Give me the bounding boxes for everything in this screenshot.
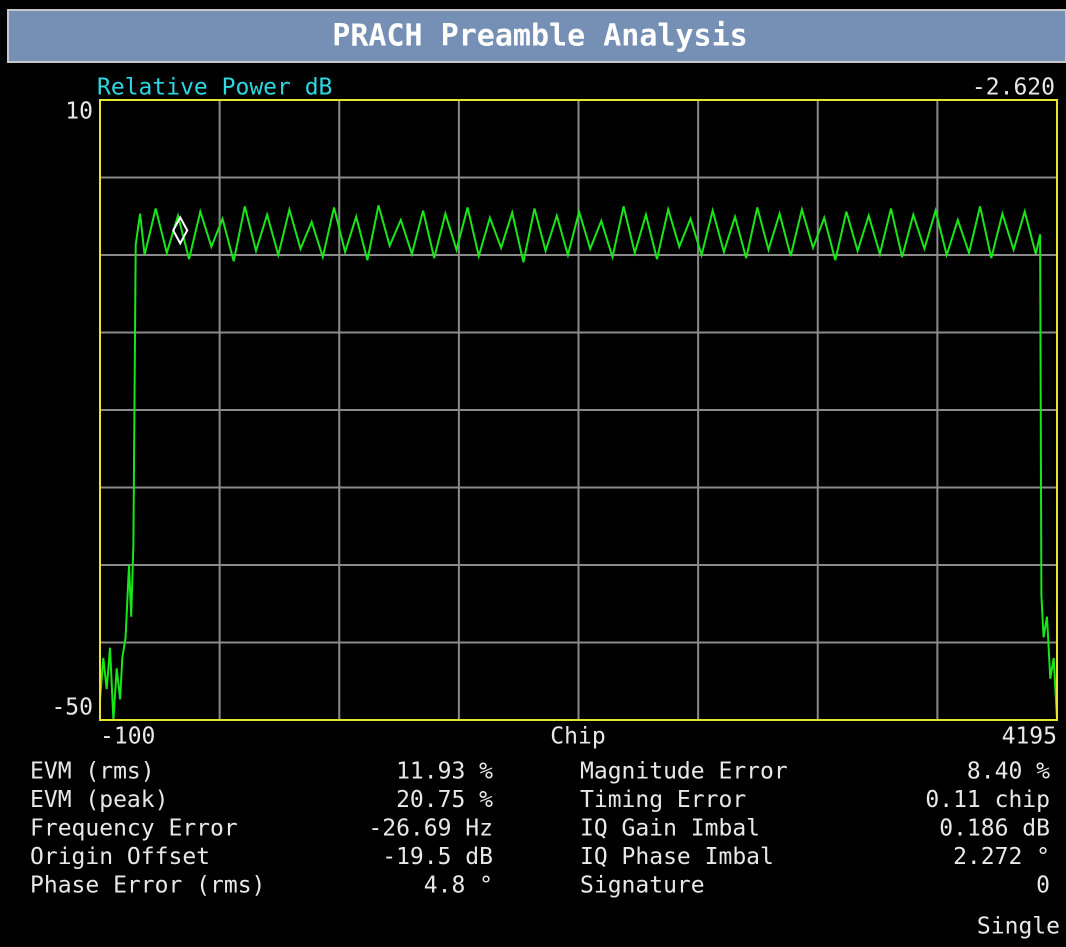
measurement-label: Frequency Error <box>30 816 238 842</box>
measurement-label: IQ Gain Imbal <box>580 816 760 842</box>
title-bar <box>7 9 1066 63</box>
marker-readout: -2.620 <box>972 75 1055 101</box>
trace <box>99 205 1058 721</box>
plot-frame <box>99 99 1058 721</box>
measurement-value: 0.11 chip <box>925 787 1050 813</box>
measurement-value: 11.93 % <box>396 759 493 785</box>
x-tick-label: -100 <box>100 724 155 750</box>
measurement-label: EVM (rms) <box>30 759 155 785</box>
x-axis-label: Chip <box>550 724 605 750</box>
measurement-value: -19.5 dB <box>382 844 493 870</box>
measurement-value: 0 <box>1036 873 1050 899</box>
measurement-value: 4.8 ° <box>424 873 493 899</box>
title: PRACH Preamble Analysis <box>332 19 747 54</box>
measurement-label: Origin Offset <box>30 844 210 870</box>
measurement-label: IQ Phase Imbal <box>580 844 774 870</box>
y-tick-label: 10 <box>65 99 93 125</box>
measurement-value: 2.272 ° <box>953 844 1050 870</box>
measurement-label: Magnitude Error <box>580 759 788 785</box>
marker <box>172 215 189 246</box>
measurement-value: 0.186 dB <box>939 816 1050 842</box>
measurement-value: 20.75 % <box>396 787 493 813</box>
measurement-label: Timing Error <box>580 787 746 813</box>
measurement-label: Signature <box>580 873 705 899</box>
measurement-value: -26.69 Hz <box>368 816 493 842</box>
status: Single <box>977 914 1060 940</box>
y-axis-label: Relative Power dB <box>97 75 332 101</box>
x-tick-label: 4195 <box>1002 724 1057 750</box>
y-tick-label: -50 <box>51 695 93 721</box>
measurement-label: EVM (peak) <box>30 787 168 813</box>
measurement-label: Phase Error (rms) <box>30 873 265 899</box>
measurement-value: 8.40 % <box>967 759 1050 785</box>
